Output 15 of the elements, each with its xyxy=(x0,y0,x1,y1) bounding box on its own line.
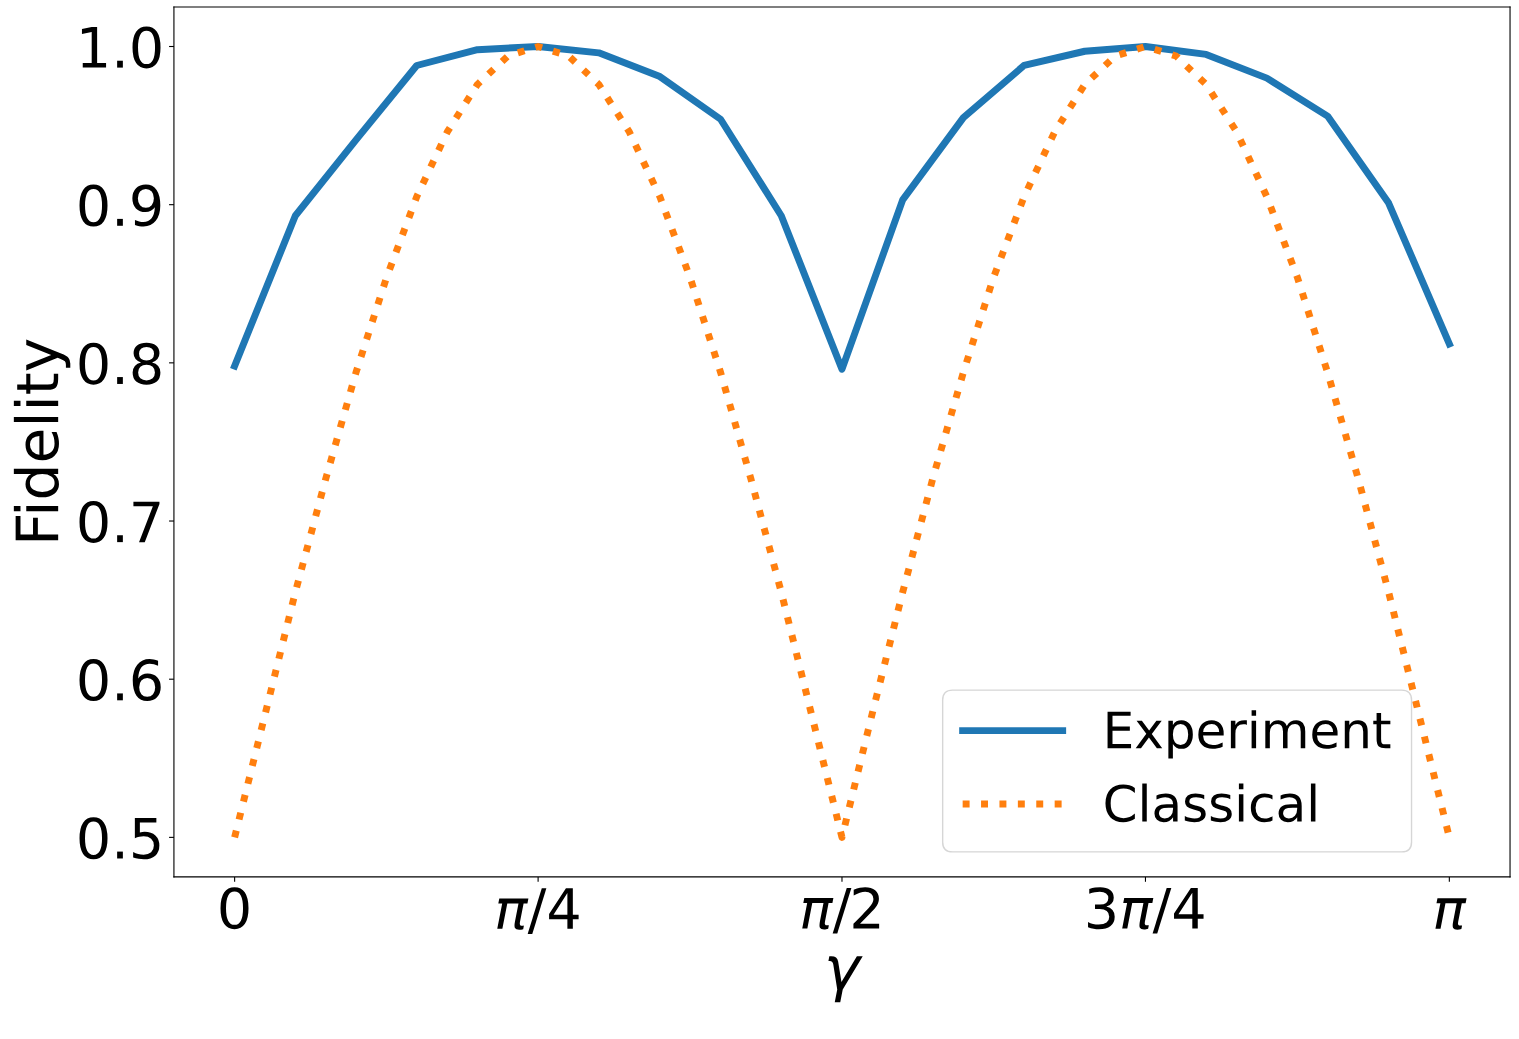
legend-label: Classical xyxy=(1105,783,1316,823)
y-tick-label: 0.5 xyxy=(79,817,160,860)
x-tick-label: π/4 xyxy=(497,888,579,934)
x-axis-title: γ xyxy=(828,956,863,1003)
y-tick-label: 0.8 xyxy=(79,342,161,385)
x-tick-label: 3π/4 xyxy=(1088,887,1204,934)
x-tick-label: π xyxy=(1435,898,1467,930)
x-tick-label: π/2 xyxy=(802,887,880,934)
y-tick-label: 0.7 xyxy=(79,500,160,543)
y-axis-title: Fidelity xyxy=(13,339,71,541)
y-tick-label: 0.9 xyxy=(79,184,161,227)
y-tick-label: 1.0 xyxy=(81,26,161,69)
x-tick-label: 0 xyxy=(220,887,249,930)
y-tick-label: 0.6 xyxy=(79,659,161,702)
legend-label: Experiment xyxy=(1107,710,1391,759)
